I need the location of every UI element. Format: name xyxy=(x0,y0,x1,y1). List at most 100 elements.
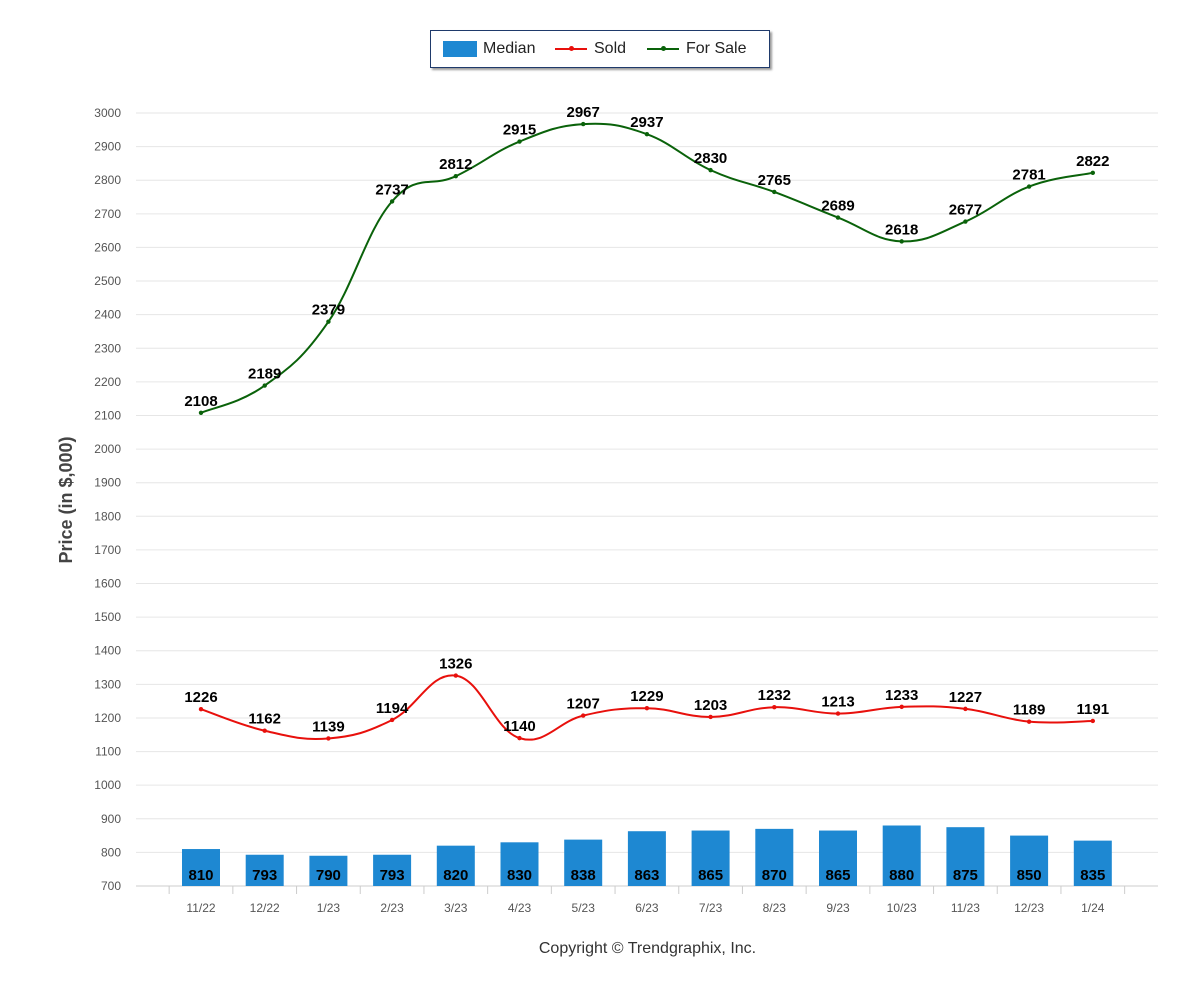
sold-line xyxy=(200,674,1093,741)
sold-value-label: 1162 xyxy=(248,711,281,728)
y-tick-label: 1600 xyxy=(94,577,121,591)
for-sale-point xyxy=(1090,170,1096,176)
median-bar xyxy=(436,845,475,886)
trend-lines xyxy=(198,121,1096,741)
sold-point xyxy=(772,705,777,710)
legend-item-for-sale[interactable]: For Sale xyxy=(647,31,746,67)
sold-value-label: 1227 xyxy=(949,689,982,706)
x-tick-label: 7/23 xyxy=(699,901,723,915)
grid-lines xyxy=(136,112,1158,887)
y-tick-label: 1500 xyxy=(94,610,121,624)
x-tick-label: 4/23 xyxy=(508,901,532,915)
sold-point xyxy=(644,706,650,711)
median-swatch xyxy=(443,41,477,57)
median-value-label: 850 xyxy=(1017,867,1042,884)
sold-value-label: 1140 xyxy=(503,718,536,735)
legend-item-sold[interactable]: Sold xyxy=(555,31,626,67)
sold-value-label: 1232 xyxy=(758,687,791,704)
median-bar xyxy=(245,854,284,886)
x-tick-label: 5/23 xyxy=(572,901,596,915)
y-tick-label: 1200 xyxy=(94,711,121,725)
for-sale-point xyxy=(326,319,331,324)
x-axis: 11/22 12/22 1/23 2/23 3/23 4/23 5/23 6/23 7/23 8/… xyxy=(136,885,1158,915)
x-tick-label: 3/23 xyxy=(444,901,468,915)
sold-point xyxy=(389,717,395,723)
median-bar xyxy=(755,828,794,886)
y-tick-label: 3000 xyxy=(94,106,121,120)
for-sale-value-label: 2737 xyxy=(375,181,408,198)
y-tick-label: 2100 xyxy=(94,408,121,422)
median-bar xyxy=(564,839,603,886)
legend-item-median[interactable]: Median xyxy=(443,31,535,67)
for-sale-point xyxy=(453,173,458,179)
x-tick-label: 1/23 xyxy=(317,901,341,915)
for-sale-value-label: 2781 xyxy=(1012,167,1045,184)
for-sale-point xyxy=(581,121,586,127)
sold-point xyxy=(963,706,968,712)
x-tick-label: 11/23 xyxy=(951,901,980,915)
for-sale-point xyxy=(262,383,267,388)
sold-value-label: 1191 xyxy=(1077,701,1110,718)
median-value-label: 875 xyxy=(953,867,978,884)
sold-point xyxy=(453,673,458,678)
sold-value-label: 1194 xyxy=(376,700,409,717)
sold-point xyxy=(517,735,522,741)
for-sale-swatch xyxy=(647,46,679,51)
y-tick-label: 2700 xyxy=(94,207,121,221)
sold-value-label: 1203 xyxy=(694,697,727,714)
y-axis: 700 800 900 1000 1100 1200 1300 1400 1500 1600 170… xyxy=(94,106,121,893)
median-value-label: 810 xyxy=(188,867,213,884)
y-tick-label: 1300 xyxy=(94,677,121,691)
for-sale-value-label: 2689 xyxy=(821,198,854,215)
data-labels: 810 793 790 793 820 830 838 863 865 870 865 880 875 8… xyxy=(184,104,1109,884)
y-tick-label: 1100 xyxy=(95,745,121,759)
x-tick-label: 8/23 xyxy=(763,901,787,915)
sold-swatch xyxy=(555,46,587,51)
median-bar xyxy=(627,831,666,886)
median-value-label: 865 xyxy=(825,867,850,884)
x-tick-label: 6/23 xyxy=(635,901,659,915)
y-tick-label: 1400 xyxy=(94,644,121,658)
median-bar xyxy=(946,827,985,886)
y-tick-label: 1000 xyxy=(94,778,121,792)
for-sale-value-label: 2822 xyxy=(1076,153,1109,170)
x-tick-label: 10/23 xyxy=(887,901,917,915)
sold-value-label: 1207 xyxy=(567,696,600,713)
sold-point xyxy=(708,714,713,720)
legend-label-sold: Sold xyxy=(594,40,627,57)
median-value-label: 793 xyxy=(380,867,405,884)
x-tick-label: 1/24 xyxy=(1081,901,1105,915)
for-sale-point xyxy=(963,219,968,224)
for-sale-value-label: 2830 xyxy=(694,150,727,167)
median-value-label: 838 xyxy=(571,867,596,884)
median-bar xyxy=(182,849,220,886)
sold-value-label: 1326 xyxy=(439,656,472,673)
median-value-label: 835 xyxy=(1080,867,1105,884)
x-tick-label: 9/23 xyxy=(826,901,850,915)
sold-point xyxy=(326,736,331,741)
median-value-label: 793 xyxy=(252,867,277,884)
sold-value-label: 1229 xyxy=(630,688,663,705)
median-value-label: 865 xyxy=(698,867,723,884)
for-sale-value-label: 2618 xyxy=(885,221,918,238)
for-sale-point xyxy=(517,139,522,144)
median-bars xyxy=(182,825,1112,886)
for-sale-point xyxy=(772,189,777,195)
for-sale-point xyxy=(835,215,841,220)
for-sale-value-label: 2967 xyxy=(567,104,600,121)
y-tick-label: 900 xyxy=(101,812,121,826)
y-tick-label: 2900 xyxy=(94,140,121,154)
for-sale-value-label: 2677 xyxy=(949,202,982,219)
for-sale-value-label: 2108 xyxy=(184,393,217,410)
median-bar xyxy=(309,855,348,886)
y-tick-label: 700 xyxy=(101,879,121,893)
y-tick-label: 800 xyxy=(101,845,121,859)
x-tick-label: 12/23 xyxy=(1014,901,1044,915)
y-tick-label: 2800 xyxy=(94,173,121,187)
median-bar xyxy=(882,825,921,886)
y-tick-label: 2600 xyxy=(94,240,121,254)
y-tick-label: 1900 xyxy=(94,476,121,490)
sold-point xyxy=(899,704,904,710)
legend-label-for-sale: For Sale xyxy=(686,40,747,57)
